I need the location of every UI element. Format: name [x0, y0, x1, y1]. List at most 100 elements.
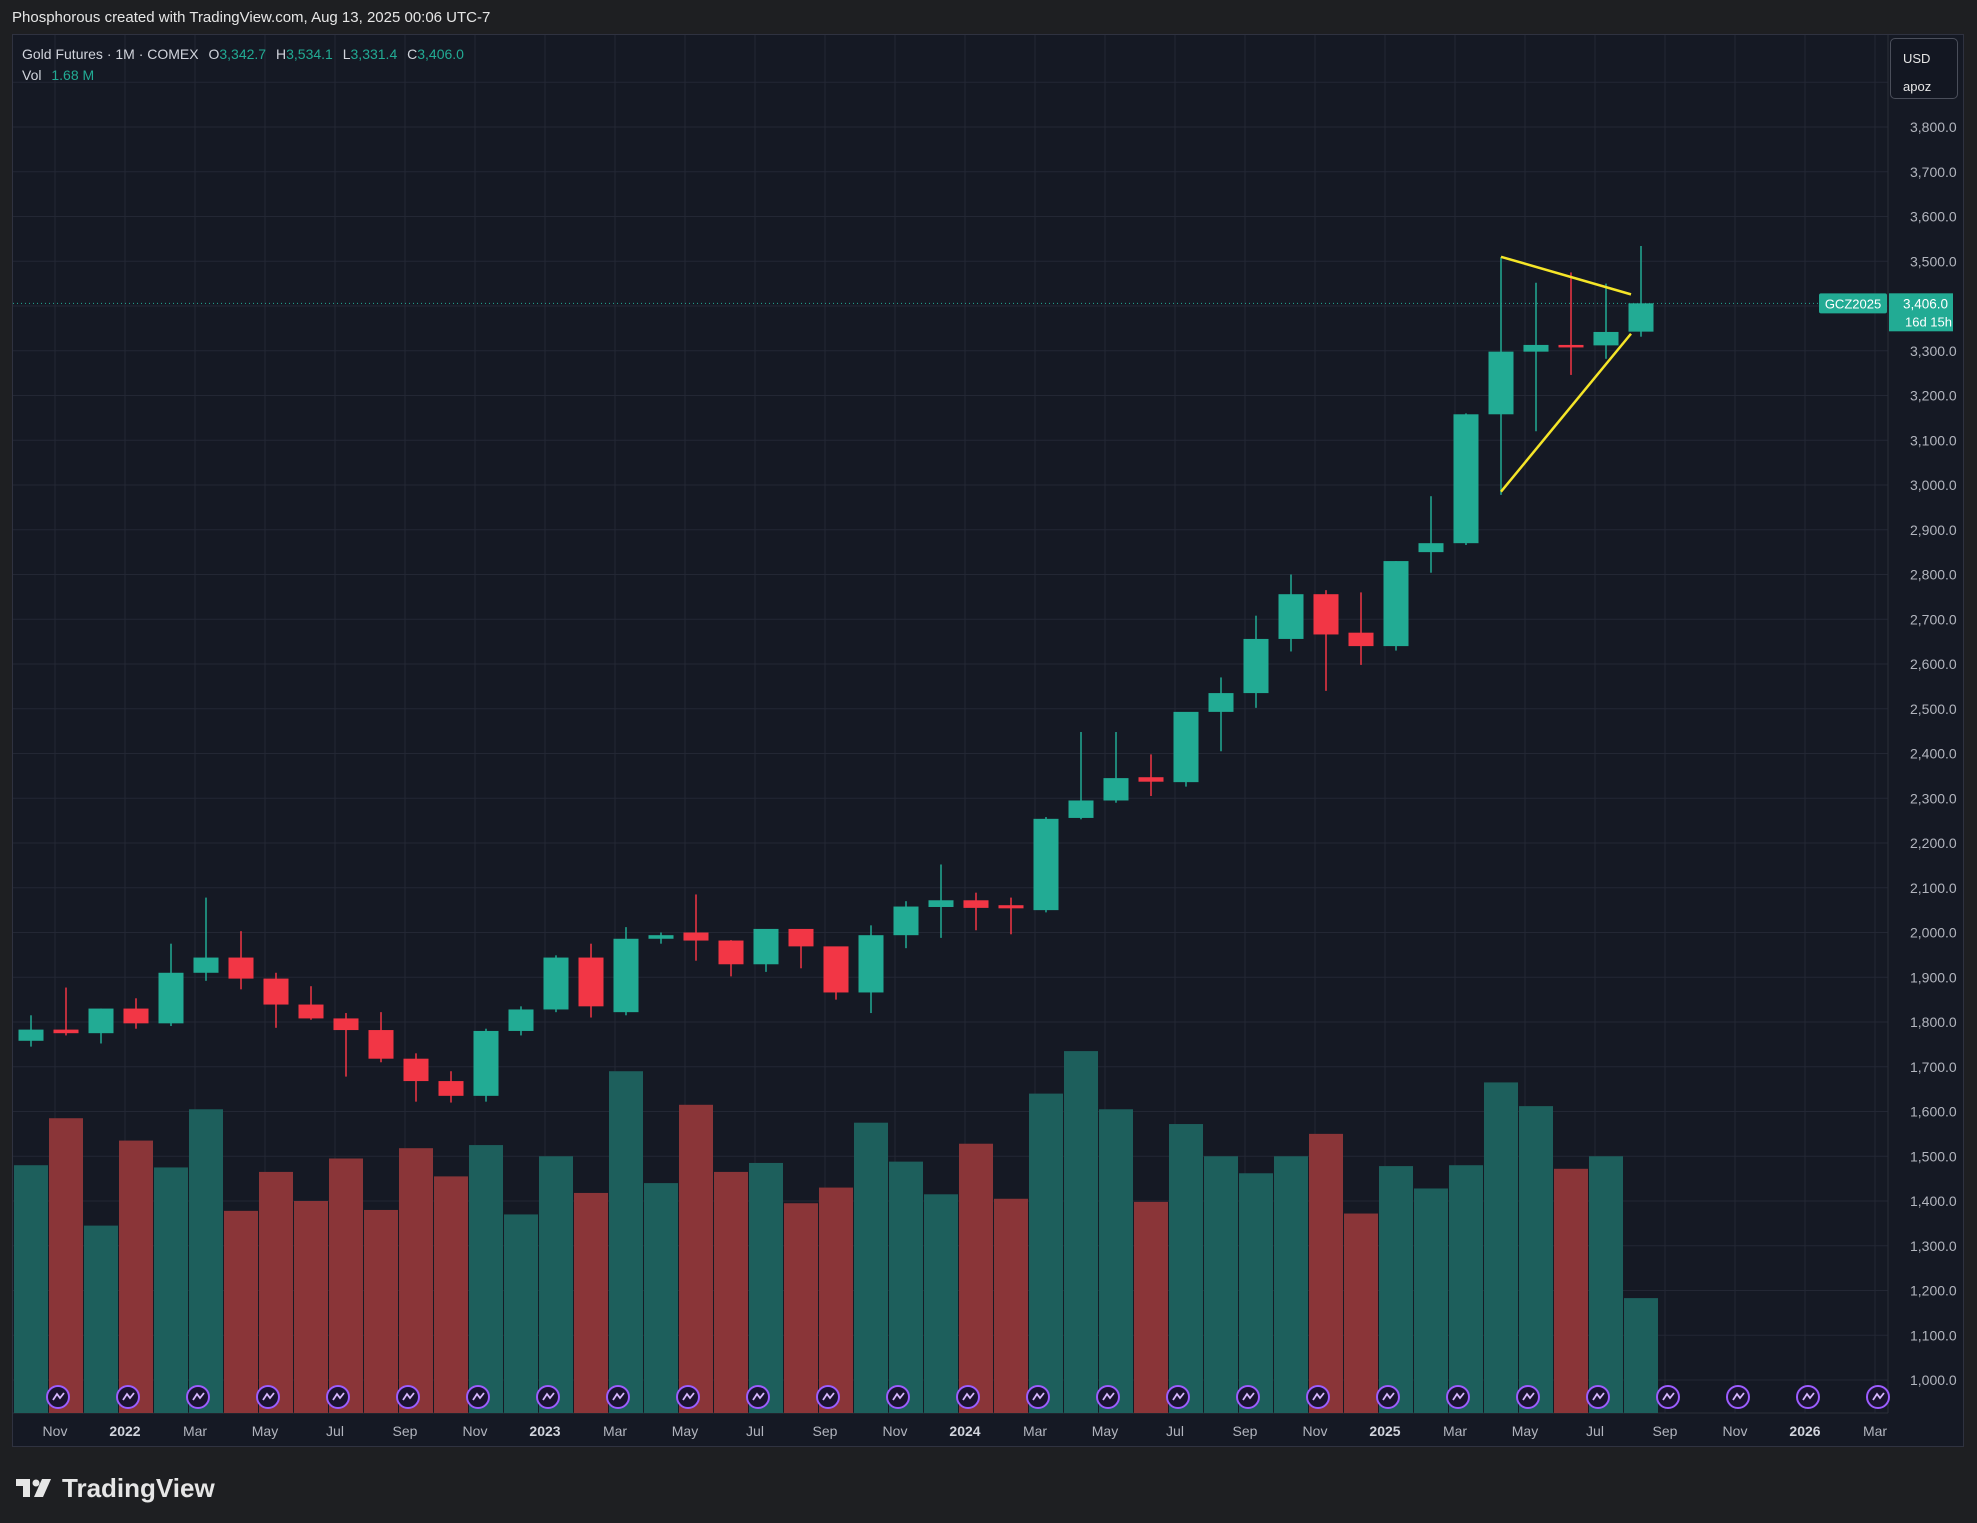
- high-key: H: [275, 46, 287, 62]
- event-marker-glyph: [402, 1392, 415, 1401]
- event-marker-icon[interactable]: [1726, 1385, 1750, 1409]
- tradingview-logo[interactable]: TradingView: [14, 1470, 215, 1506]
- last-price-value: 3,406.0: [1903, 296, 1948, 311]
- event-marker-icon[interactable]: [186, 1385, 210, 1409]
- candle-body: [53, 1029, 79, 1034]
- time-tick-label: Jul: [326, 1423, 344, 1439]
- event-marker-icon[interactable]: [1796, 1385, 1820, 1409]
- event-marker-ring: [1376, 1385, 1400, 1409]
- candle-body: [333, 1018, 359, 1031]
- volume-bar: [574, 1192, 608, 1413]
- event-marker-icon[interactable]: [536, 1385, 560, 1409]
- event-marker-ring: [1026, 1385, 1050, 1409]
- volume-bar: [1554, 1168, 1588, 1413]
- candle-body: [823, 946, 849, 993]
- candle-body: [1418, 543, 1444, 553]
- candle-body: [1068, 800, 1094, 818]
- candle-body: [1453, 414, 1479, 544]
- event-marker-glyph: [1172, 1392, 1185, 1401]
- volume-bar: [1239, 1173, 1273, 1413]
- event-marker-icon[interactable]: [46, 1385, 70, 1409]
- volume-bar: [154, 1167, 188, 1413]
- event-marker-ring: [116, 1385, 140, 1409]
- event-marker-icon[interactable]: [116, 1385, 140, 1409]
- time-tick-label: 2025: [1369, 1423, 1400, 1439]
- event-marker-icon[interactable]: [326, 1385, 350, 1409]
- event-marker-ring: [1866, 1385, 1890, 1409]
- event-marker-icon[interactable]: [1446, 1385, 1470, 1409]
- event-marker-icon[interactable]: [1656, 1385, 1680, 1409]
- event-marker-icon[interactable]: [466, 1385, 490, 1409]
- volume-bar: [1169, 1124, 1203, 1413]
- open-value: 3,342.7: [219, 46, 267, 62]
- event-marker-icon[interactable]: [1866, 1385, 1890, 1409]
- event-marker-ring: [256, 1385, 280, 1409]
- volume-bar: [504, 1214, 538, 1413]
- candle-body: [193, 957, 219, 973]
- volume-bar: [84, 1225, 118, 1413]
- event-marker-icon[interactable]: [1516, 1385, 1540, 1409]
- chart-caption: Phosphorous created with TradingView.com…: [12, 9, 491, 26]
- volume-bar: [784, 1203, 818, 1413]
- event-marker-icon[interactable]: [1166, 1385, 1190, 1409]
- event-marker-icon[interactable]: [1376, 1385, 1400, 1409]
- event-marker-icon[interactable]: [396, 1385, 420, 1409]
- candle-body: [648, 935, 674, 939]
- currency-sublabel: apoz: [1903, 79, 1932, 94]
- trendline: [1500, 332, 1632, 493]
- event-marker-icon[interactable]: [1236, 1385, 1260, 1409]
- event-marker-ring: [1726, 1385, 1750, 1409]
- volume-bar: [1414, 1188, 1448, 1413]
- volume-bar: [364, 1209, 398, 1413]
- event-marker-glyph: [892, 1392, 905, 1401]
- open-key: O: [208, 46, 220, 62]
- volume-bar: [469, 1145, 503, 1413]
- price-tick-label: 2,000.0: [1910, 925, 1957, 941]
- event-marker-icon[interactable]: [886, 1385, 910, 1409]
- event-marker-ring: [1236, 1385, 1260, 1409]
- event-marker-icon[interactable]: [1026, 1385, 1050, 1409]
- currency-unit-selector[interactable]: USD apoz: [1890, 38, 1958, 99]
- candle-body: [858, 935, 884, 993]
- event-marker-icon[interactable]: [746, 1385, 770, 1409]
- chart-frame[interactable]: 1,000.0 1,100.0 1,200.0 1,300.0 1,400.0 1,500…: [12, 34, 1964, 1447]
- volume-bar: [224, 1210, 258, 1413]
- price-tick-label: 2,500.0: [1910, 701, 1957, 717]
- price-tick-label: 1,900.0: [1910, 969, 1957, 985]
- volume-bar: [1624, 1298, 1658, 1413]
- volume-bar: [1274, 1156, 1308, 1413]
- volume-bar: [679, 1104, 713, 1413]
- candle-body: [963, 900, 989, 908]
- event-marker-icon[interactable]: [1096, 1385, 1120, 1409]
- event-marker-glyph: [192, 1392, 205, 1401]
- event-marker-icon[interactable]: [676, 1385, 700, 1409]
- candle-body: [368, 1030, 394, 1059]
- event-marker-icon[interactable]: [606, 1385, 630, 1409]
- event-marker-icon[interactable]: [816, 1385, 840, 1409]
- event-marker-ring: [816, 1385, 840, 1409]
- candle-body: [438, 1081, 464, 1096]
- time-tick-label: 2023: [529, 1423, 560, 1439]
- volume-bar: [399, 1148, 433, 1413]
- price-chart[interactable]: 1,000.0 1,100.0 1,200.0 1,300.0 1,400.0 1,500…: [13, 35, 1963, 1446]
- event-marker-ring: [1166, 1385, 1190, 1409]
- volume-layer: [14, 1051, 1658, 1413]
- event-marker-icon[interactable]: [1586, 1385, 1610, 1409]
- price-tick-label: 1,500.0: [1910, 1148, 1957, 1164]
- volume-bar: [1134, 1201, 1168, 1413]
- event-marker-glyph: [52, 1392, 65, 1401]
- volume-bar: [1449, 1165, 1483, 1413]
- candle-body: [1488, 351, 1514, 415]
- candle-body: [403, 1058, 429, 1082]
- event-marker-glyph: [1382, 1392, 1395, 1401]
- price-tick-label: 2,100.0: [1910, 880, 1957, 896]
- event-marker-icon[interactable]: [956, 1385, 980, 1409]
- event-marker-icon[interactable]: [256, 1385, 280, 1409]
- event-marker-icon[interactable]: [1306, 1385, 1330, 1409]
- volume-bar: [749, 1162, 783, 1413]
- time-tick-label: Sep: [393, 1423, 418, 1439]
- volume-bar: [644, 1183, 678, 1413]
- event-marker-glyph: [262, 1392, 275, 1401]
- event-marker-ring: [46, 1385, 70, 1409]
- price-tick-label: 3,200.0: [1910, 388, 1957, 404]
